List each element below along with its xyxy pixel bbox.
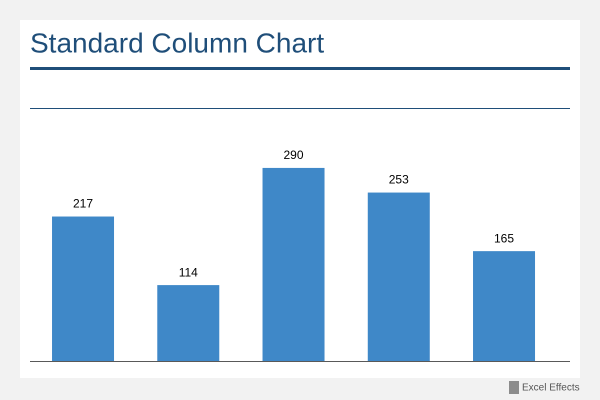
chart-title: Standard Column Chart [30, 27, 324, 58]
bar [367, 192, 430, 361]
bar [473, 251, 536, 361]
watermark: Excel Effects [522, 383, 580, 394]
bar [52, 216, 115, 361]
data-label: 114 [179, 265, 198, 279]
bar [157, 285, 220, 361]
data-label: 290 [284, 148, 304, 162]
data-label: 253 [389, 173, 409, 187]
data-label: 217 [73, 197, 93, 211]
logo-icon [509, 381, 519, 394]
bar [262, 167, 325, 361]
data-label: 165 [494, 231, 514, 245]
